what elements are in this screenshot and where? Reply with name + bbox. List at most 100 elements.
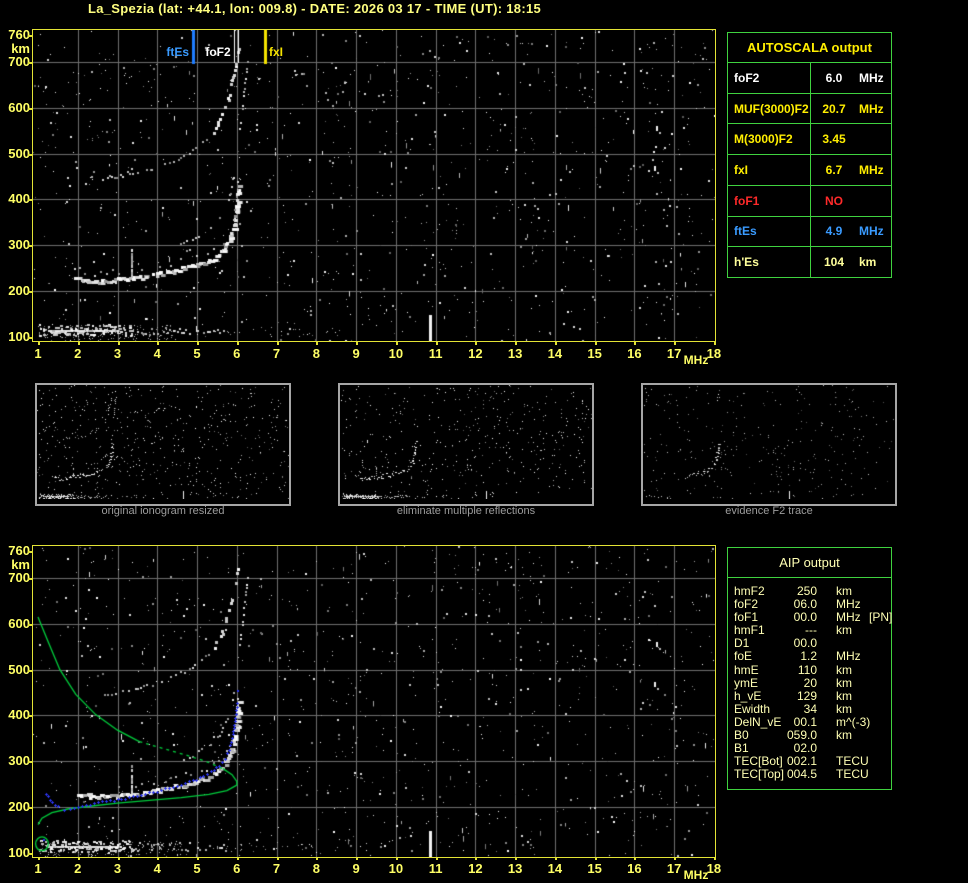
- aip-row-extra: [869, 677, 891, 690]
- x-axis-label: 3: [113, 861, 122, 876]
- x-axis-label: 16: [627, 861, 642, 876]
- autoscala-value-number: 4.9: [825, 224, 843, 239]
- aip-row-label: h_vE: [734, 688, 762, 703]
- aip-row-unit: MHz: [836, 649, 861, 664]
- aip-row-unit: TECU: [836, 754, 869, 769]
- autoscala-row-label: foF2: [728, 63, 811, 93]
- aip-row-label: hmF2: [734, 584, 765, 598]
- aip-row-foF1: foF1 00.0 MHz [PN]: [734, 610, 892, 625]
- autoscala-output-table: AUTOSCALA output foF2 6.0 MHz MUF(3000)F2 20…: [727, 32, 892, 278]
- autoscala-value-number: 6.0: [825, 70, 843, 85]
- x-axis-label: 15: [587, 346, 602, 361]
- autoscala-row-label: h'Es: [728, 247, 811, 278]
- bottom-ionogram-panel: [32, 545, 716, 858]
- autoscala-value-number: 20.7: [822, 101, 846, 116]
- aip-row-extra: [869, 664, 891, 677]
- thumbnail-original-ionogram: [35, 383, 291, 506]
- x-axis-tick: [435, 857, 438, 860]
- autoscala-row-h'Es: h'Es 104 km: [728, 247, 891, 278]
- autoscala-row-foF1: foF1 NO: [728, 185, 891, 217]
- y-axis-tick: [28, 623, 32, 626]
- aip-row-value: 002.1: [786, 754, 817, 769]
- autoscala-value-unit: MHz: [859, 70, 884, 85]
- x-axis-label: 10: [388, 861, 404, 876]
- y-axis-label: 400: [8, 191, 30, 207]
- y-axis-tick: [28, 62, 32, 64]
- y-axis-tick: [28, 153, 32, 156]
- fxI-marker-label: fxI: [269, 45, 284, 59]
- y-axis-tick: [28, 199, 32, 202]
- autoscala-row-value: 6.0 MHz: [811, 63, 891, 93]
- aip-row-extra: [869, 650, 891, 663]
- aip-row-extra: [869, 768, 891, 781]
- top-ionogram-panel: ftEs foF2 fxI: [32, 29, 716, 342]
- x-axis-label: 10: [388, 346, 404, 361]
- thumbnail-caption-evidence: evidence F2 trace: [725, 505, 813, 517]
- x-axis-label: 18: [706, 346, 722, 361]
- aip-row-value: ---: [805, 623, 817, 638]
- aip-table-rows: hmF2 250 km foF2 06.0 MHz foF1 00.0 MHz [PN] hmF1 -…: [728, 578, 892, 782]
- x-axis-label: 17: [666, 861, 682, 876]
- x-axis-label: 5: [193, 861, 201, 876]
- autoscala-value-number: NO: [825, 193, 843, 208]
- top-ionogram-canvas: [33, 30, 715, 341]
- y-axis-tick: [28, 550, 32, 553]
- x-axis-tick: [674, 342, 677, 345]
- autoscala-row-value: 3.45: [811, 124, 891, 154]
- y-axis-tick: [28, 291, 32, 294]
- x-axis-tick: [475, 857, 478, 860]
- ftEs-marker-label: ftEs: [166, 45, 189, 59]
- x-axis-label: 1: [34, 861, 42, 876]
- aip-row-value: 00.0: [793, 636, 817, 651]
- autoscala-row-label: MUF(3000)F2: [728, 93, 811, 124]
- thumbnail-eliminate-reflections: [338, 383, 594, 506]
- y-axis-label: 760: [8, 542, 30, 558]
- x-axis-label: 4: [153, 861, 161, 876]
- x-axis-label: MHz: [683, 868, 709, 882]
- autoscala-value-number: 3.45: [822, 132, 846, 147]
- aip-row-label: hmF1: [734, 623, 765, 638]
- thumbnail-eliminate-canvas: [340, 385, 592, 499]
- y-axis-label: 300: [8, 237, 30, 253]
- x-axis-label: 3: [113, 346, 122, 361]
- aip-row-extra: [869, 624, 891, 637]
- x-axis-label: 17: [666, 346, 682, 361]
- x-axis-tick: [117, 857, 120, 860]
- thumbnail-original-canvas: [37, 385, 289, 499]
- aip-row-unit: km: [836, 688, 852, 703]
- x-axis-tick: [38, 857, 40, 860]
- aip-row-unit: m^(-3): [836, 714, 871, 729]
- x-axis-tick: [554, 342, 557, 345]
- aip-row-hmF1: hmF1 --- km: [734, 624, 891, 637]
- aip-row-B0: B0 059.0 km: [734, 728, 891, 742]
- x-axis-tick: [515, 857, 518, 860]
- aip-row-extra: [869, 585, 891, 598]
- aip-row-value: 1.2: [800, 649, 817, 664]
- aip-row-h_vE: h_vE 129 km: [734, 688, 891, 703]
- y-axis-tick: [28, 852, 32, 855]
- aip-row-value: 00.0: [793, 610, 817, 625]
- y-axis-label: 600: [8, 615, 30, 631]
- y-axis-tick: [28, 669, 32, 672]
- aip-row-label: DelN_vE: [734, 714, 782, 729]
- aip-row-unit: km: [836, 662, 852, 677]
- autoscala-value-unit: MHz: [859, 101, 884, 116]
- aip-row-unit: km: [836, 701, 852, 716]
- aip-row-unit: TECU: [836, 767, 869, 782]
- aip-row-value: 004.5: [786, 767, 817, 782]
- foF2-marker-label: foF2: [205, 45, 231, 59]
- x-axis-tick: [515, 342, 518, 345]
- autoscala-row-label: ftEs: [728, 216, 811, 247]
- x-axis-label: 8: [312, 861, 320, 876]
- aip-row-extra: [869, 637, 891, 650]
- aip-row-label: foF2: [734, 597, 759, 612]
- aip-row-value: 250: [796, 584, 817, 598]
- x-axis-tick: [395, 342, 398, 345]
- x-axis-label: 12: [468, 346, 483, 361]
- x-axis-tick: [634, 342, 637, 345]
- y-axis-label: 100: [8, 328, 30, 344]
- aip-row-label: foF1: [734, 610, 759, 625]
- autoscala-value-unit: km: [859, 255, 877, 270]
- y-axis-label: 200: [8, 283, 30, 299]
